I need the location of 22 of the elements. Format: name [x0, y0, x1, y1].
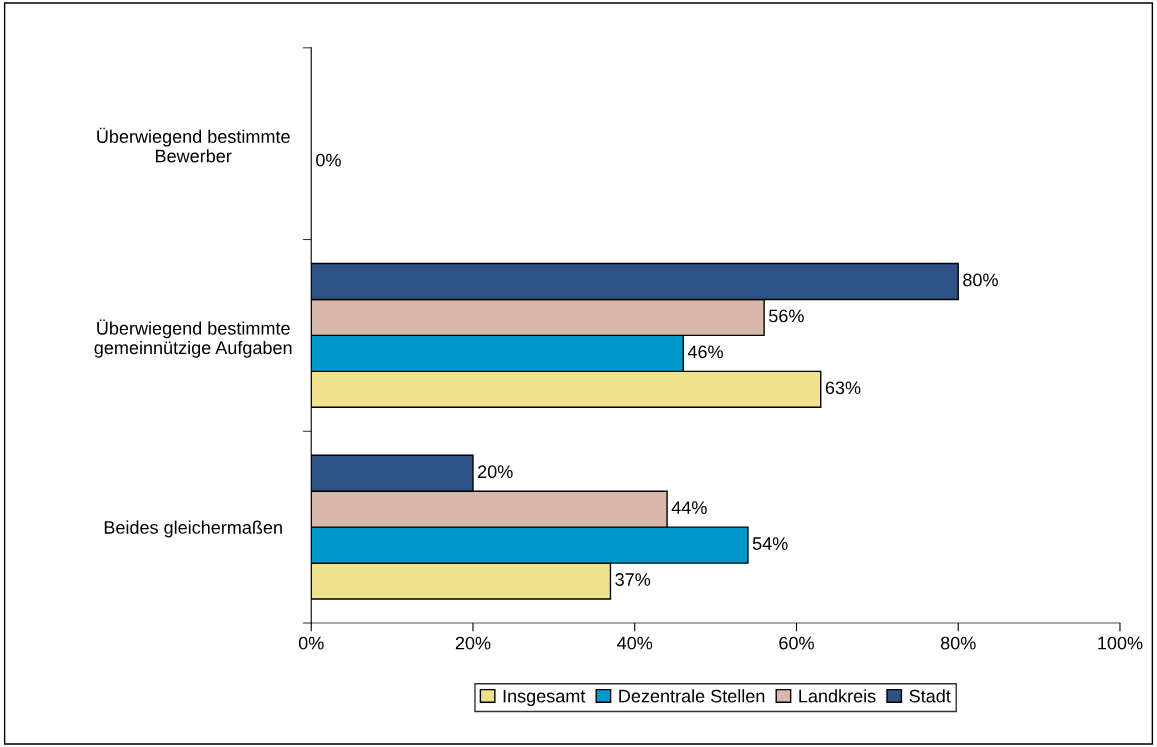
legend-label: Stadt	[909, 689, 951, 703]
data-label: 56%	[769, 309, 804, 323]
x-tick-label: 40%	[617, 636, 653, 650]
legend-label: Insgesamt	[503, 689, 586, 707]
data-label: 44%	[671, 501, 707, 514]
data-label: 54%	[752, 537, 788, 550]
x-tick-label: 60%	[779, 636, 814, 650]
y-tick-label: Überwiegend bestimmte gemeinnützige Aufgaben	[94, 319, 292, 358]
data-label: 63%	[825, 381, 861, 395]
x-tick-label: 100%	[1098, 636, 1143, 650]
x-tick-label: 80%	[940, 636, 976, 650]
legend-label: Landkreis	[799, 689, 876, 703]
data-label: 0%	[316, 153, 341, 167]
y-tick-label: Überwiegend bestimmte Bewerber	[97, 127, 290, 163]
data-label: 20%	[478, 465, 513, 479]
data-label: 37%	[615, 573, 651, 586]
y-tick-label: Beides gleichermaßen	[104, 520, 282, 538]
x-tick-label: 20%	[455, 636, 491, 650]
legend-label: Dezentrale Stellen	[619, 689, 765, 703]
data-label: 46%	[687, 345, 723, 359]
data-label: 80%	[963, 273, 998, 287]
x-tick-label: 0%	[298, 636, 324, 650]
